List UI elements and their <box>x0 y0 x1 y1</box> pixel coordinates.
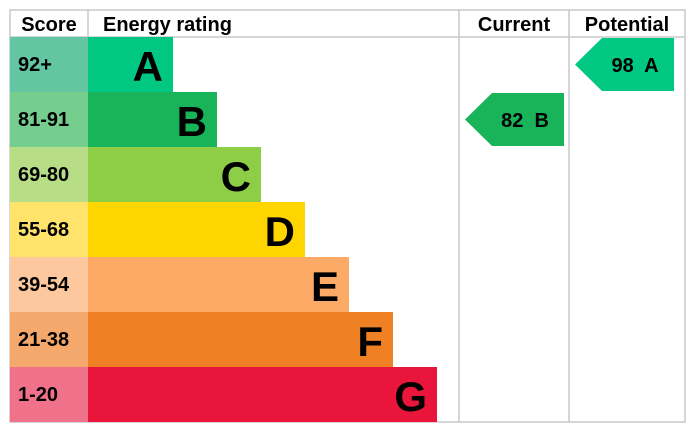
header-score: Score <box>21 14 77 36</box>
score-range-label: 69-80 <box>18 164 69 186</box>
score-range-label: 55-68 <box>18 219 69 241</box>
rating-letter: E <box>311 263 339 310</box>
rating-letter: C <box>221 153 251 200</box>
score-range-label: 1-20 <box>18 384 58 406</box>
rating-letter: G <box>394 373 427 420</box>
rating-letter: F <box>357 318 383 365</box>
rating-bar <box>88 37 173 92</box>
score-cell <box>10 147 88 202</box>
score-cell <box>10 92 88 147</box>
current-rating-arrow-shape <box>465 93 564 146</box>
score-cell <box>10 367 88 422</box>
band-row-a: 92+ A <box>10 37 173 92</box>
potential-rating-arrow-label: 98 A <box>611 55 658 77</box>
header-energy-rating: Energy rating <box>103 14 232 36</box>
score-range-label: 92+ <box>18 54 52 76</box>
potential-rating-arrow-shape <box>575 38 674 91</box>
current-rating-arrow-label: 82 B <box>501 110 549 132</box>
rating-bar <box>88 367 437 422</box>
band-row-c: 69-80 C <box>10 147 261 202</box>
rating-bar <box>88 312 393 367</box>
score-range-label: 21-38 <box>18 329 69 351</box>
score-cell <box>10 37 88 92</box>
band-row-b: 81-91 B <box>10 92 217 147</box>
rating-bar <box>88 257 349 312</box>
score-range-label: 39-54 <box>18 274 70 296</box>
rating-letter: B <box>177 98 207 145</box>
rating-bar <box>88 147 261 202</box>
score-cell <box>10 257 88 312</box>
score-cell <box>10 312 88 367</box>
band-row-g: 1-20 G <box>10 367 437 422</box>
rating-letter: A <box>133 43 163 90</box>
rating-bar <box>88 202 305 257</box>
rating-bar <box>88 92 217 147</box>
header-current: Current <box>478 14 551 36</box>
rating-letter: D <box>265 208 295 255</box>
score-cell <box>10 202 88 257</box>
potential-rating-arrow: 98 A <box>575 38 674 91</box>
band-row-d: 55-68 D <box>10 202 305 257</box>
current-rating-arrow: 82 B <box>465 93 564 146</box>
header-potential: Potential <box>585 14 669 36</box>
score-range-label: 81-91 <box>18 109 69 131</box>
band-row-f: 21-38 F <box>10 312 393 367</box>
band-row-e: 39-54 E <box>10 257 349 312</box>
